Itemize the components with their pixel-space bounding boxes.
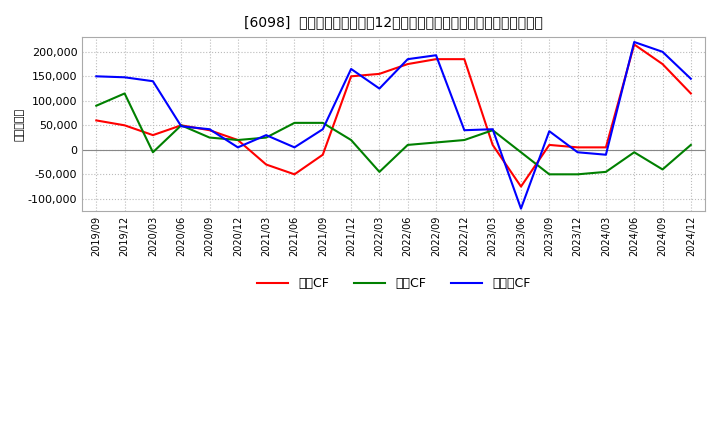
フリーCF — [460, 128, 469, 133]
投資CF — [432, 140, 441, 145]
投資CF — [658, 167, 667, 172]
営業CF — [687, 91, 696, 96]
営業CF — [375, 71, 384, 77]
投資CF — [630, 150, 639, 155]
営業CF — [403, 62, 412, 67]
Legend: 営業CF, 投資CF, フリーCF: 営業CF, 投資CF, フリーCF — [251, 272, 536, 295]
営業CF — [318, 152, 327, 158]
投資CF — [318, 120, 327, 125]
投資CF — [687, 142, 696, 147]
営業CF — [148, 132, 157, 138]
営業CF — [347, 73, 356, 79]
フリーCF — [488, 127, 497, 132]
投資CF — [375, 169, 384, 175]
営業CF — [432, 56, 441, 62]
営業CF — [177, 123, 186, 128]
営業CF — [602, 145, 611, 150]
営業CF — [630, 42, 639, 47]
フリーCF — [403, 56, 412, 62]
投資CF — [403, 142, 412, 147]
フリーCF — [545, 128, 554, 134]
投資CF — [573, 172, 582, 177]
営業CF — [205, 128, 214, 133]
投資CF — [602, 169, 611, 175]
営業CF — [545, 142, 554, 147]
Title: [6098]  キャッシュフローの12か月移動合計の対前年同期増減額の推移: [6098] キャッシュフローの12か月移動合計の対前年同期増減額の推移 — [244, 15, 543, 29]
フリーCF — [148, 79, 157, 84]
フリーCF — [233, 145, 242, 150]
営業CF — [262, 162, 271, 167]
投資CF — [460, 137, 469, 143]
営業CF — [488, 142, 497, 147]
フリーCF — [92, 73, 101, 79]
営業CF — [120, 123, 129, 128]
投資CF — [233, 137, 242, 143]
フリーCF — [630, 39, 639, 44]
営業CF — [460, 56, 469, 62]
営業CF — [517, 184, 526, 189]
フリーCF — [375, 86, 384, 91]
投資CF — [545, 172, 554, 177]
投資CF — [205, 135, 214, 140]
フリーCF — [517, 206, 526, 211]
フリーCF — [318, 127, 327, 132]
フリーCF — [602, 152, 611, 158]
営業CF — [233, 137, 242, 143]
フリーCF — [432, 53, 441, 58]
フリーCF — [290, 145, 299, 150]
投資CF — [148, 150, 157, 155]
フリーCF — [573, 150, 582, 155]
営業CF — [290, 172, 299, 177]
フリーCF — [205, 127, 214, 132]
投資CF — [517, 150, 526, 155]
フリーCF — [347, 66, 356, 72]
フリーCF — [658, 49, 667, 55]
Line: 投資CF: 投資CF — [96, 93, 691, 174]
投資CF — [120, 91, 129, 96]
フリーCF — [687, 76, 696, 81]
営業CF — [92, 118, 101, 123]
投資CF — [488, 128, 497, 133]
Y-axis label: （百万円）: （百万円） — [15, 107, 25, 141]
投資CF — [92, 103, 101, 108]
フリーCF — [262, 132, 271, 138]
フリーCF — [177, 124, 186, 129]
営業CF — [658, 62, 667, 67]
Line: 営業CF: 営業CF — [96, 44, 691, 187]
フリーCF — [120, 75, 129, 80]
営業CF — [573, 145, 582, 150]
投資CF — [262, 135, 271, 140]
Line: フリーCF: フリーCF — [96, 42, 691, 209]
投資CF — [290, 120, 299, 125]
投資CF — [347, 137, 356, 143]
投資CF — [177, 123, 186, 128]
